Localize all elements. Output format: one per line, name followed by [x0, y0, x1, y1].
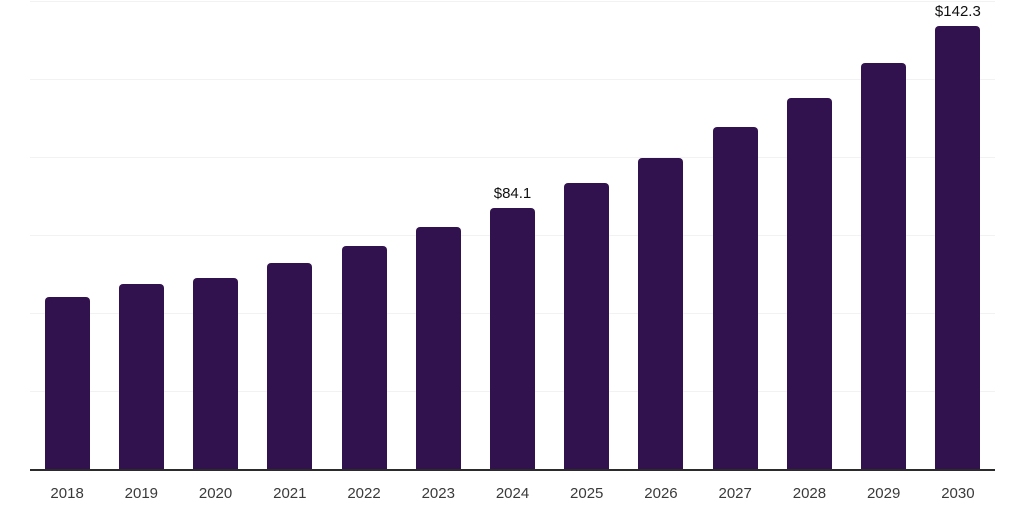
x-tick-label-2021: 2021 — [273, 485, 307, 502]
bar-2021 — [267, 263, 313, 470]
x-tick-label-2030: 2030 — [941, 485, 975, 502]
x-axis-line — [30, 469, 995, 471]
bar-2026 — [638, 157, 684, 470]
plot-area: $84.1 $142.3 — [30, 1, 995, 470]
x-tick-label-2022: 2022 — [347, 485, 381, 502]
bar-2018 — [44, 296, 90, 470]
bar-2019 — [118, 284, 164, 470]
bar-value-label-2024: $84.1 — [493, 184, 532, 202]
gridline — [30, 79, 995, 80]
x-tick-label-2027: 2027 — [718, 485, 752, 502]
gridline — [30, 157, 995, 158]
bar-2020 — [193, 277, 239, 470]
x-tick-label-2029: 2029 — [866, 485, 901, 502]
x-tick-label-2024: 2024 — [495, 485, 530, 502]
bar-2028 — [786, 98, 832, 470]
x-tick-label-2028: 2028 — [792, 485, 827, 502]
x-tick-label-2026: 2026 — [644, 485, 678, 502]
bar-2022 — [341, 245, 387, 470]
bar-2027 — [712, 126, 758, 470]
x-tick-label-2019: 2019 — [124, 485, 159, 502]
bar-2023 — [415, 226, 461, 470]
gridline — [30, 1, 995, 2]
x-tick-label-2025: 2025 — [570, 485, 604, 502]
bar-2029 — [861, 63, 907, 470]
bar-2024 — [490, 207, 535, 470]
bar-2030 — [935, 26, 981, 470]
x-tick-label-2018: 2018 — [50, 485, 84, 502]
bar-2025 — [564, 182, 610, 470]
bar-value-label-2030: $142.3 — [934, 3, 981, 21]
x-tick-label-2023: 2023 — [421, 485, 455, 502]
x-tick-label-2020: 2020 — [198, 485, 233, 502]
